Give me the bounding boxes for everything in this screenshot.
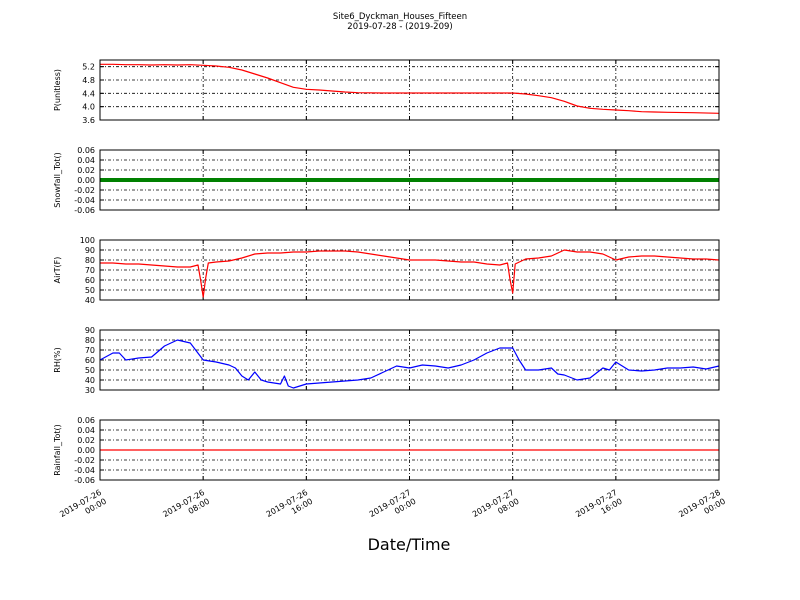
series-line (100, 249, 720, 298)
y-tick-label: 4.0 (82, 103, 95, 112)
y-tick-label: 40 (85, 376, 95, 385)
plot-frame (99, 59, 720, 121)
y-tick-label: 0.00 (77, 446, 95, 455)
y-axis-label: AirT(F) (53, 257, 62, 284)
plot-frame (99, 239, 720, 301)
x-tick-label: 2019-07-2700:00 (368, 488, 418, 528)
series-line (99, 339, 720, 389)
y-tick-label: 4.4 (82, 89, 95, 98)
y-tick-label: 0.00 (77, 176, 95, 185)
y-tick-label: 4.8 (82, 76, 95, 85)
x-tick-labels: 2019-07-2600:00 2019-07-2608:00 2019-07-26… (58, 488, 727, 528)
y-tick-label: -0.04 (74, 466, 95, 475)
y-axis-label: Rainfall_Tot() (53, 424, 62, 476)
y-tick-label: -0.02 (74, 456, 95, 465)
y-tick-label: -0.02 (74, 186, 95, 195)
y-tick-label: 80 (85, 256, 95, 265)
y-tick-label: -0.06 (74, 476, 95, 485)
y-tick-label: -0.06 (74, 206, 95, 215)
panel-1: 5.2 4.8 4.4 4.0 3.6 P(unitless) (53, 59, 720, 125)
y-tick-label: 0.02 (77, 166, 95, 175)
y-axis-label: P(unitless) (53, 69, 62, 111)
y-tick-label: 30 (85, 386, 95, 395)
y-tick-label: 0.06 (77, 416, 95, 425)
y-tick-label: 0.04 (77, 156, 95, 165)
y-axis-label: RH(%) (53, 347, 62, 372)
panel-2: 0.060.040.020.00-0.02-0.04-0.06 Snowfall_… (53, 146, 720, 215)
chart-title: Site6_Dyckman_Houses_Fifteen (333, 12, 467, 22)
plot-frame (99, 149, 720, 211)
y-tick-label: 50 (85, 286, 95, 295)
plot-frame (99, 419, 720, 481)
chart-subtitle: 2019-07-28 - (2019-209) (347, 22, 452, 32)
y-tick-label: 0.02 (77, 436, 95, 445)
y-tick-label: 60 (85, 356, 95, 365)
y-tick-label: 90 (85, 326, 95, 335)
plot-frame (99, 329, 720, 391)
x-tick-label: 2019-07-2716:00 (574, 488, 624, 528)
y-tick-label: 50 (85, 366, 95, 375)
x-tick-label: 2019-07-2800:00 (677, 488, 727, 528)
panels: 5.24.84.44.03.6P(unitless)0.060.040.020.… (53, 59, 720, 485)
y-tick-label: 0.06 (77, 146, 95, 155)
y-tick-label: 3.6 (82, 116, 95, 125)
y-tick-label: -0.04 (74, 196, 95, 205)
y-tick-label: 40 (85, 296, 95, 305)
y-tick-label: 80 (85, 336, 95, 345)
y-tick-label: 70 (85, 346, 95, 355)
x-tick-label: 2019-07-2608:00 (161, 488, 211, 528)
y-tick-label: 70 (85, 266, 95, 275)
series-line (100, 63, 720, 114)
y-tick-label: 90 (85, 246, 95, 255)
y-tick-label: 100 (80, 236, 95, 245)
x-axis-label: Date/Time (368, 535, 451, 554)
y-axis-label: Snowfall_Tot() (53, 152, 62, 208)
x-tick-label: 2019-07-2616:00 (265, 488, 315, 528)
x-tick-label: 2019-07-2600:00 (58, 488, 108, 528)
y-tick-label: 5.2 (82, 63, 95, 72)
panel-5: 0.060.040.020.00-0.02-0.04-0.06 Rainfall_… (53, 416, 720, 485)
x-tick-label: 2019-07-2708:00 (471, 488, 521, 528)
y-tick-label: 60 (85, 276, 95, 285)
y-tick-label: 0.04 (77, 426, 95, 435)
